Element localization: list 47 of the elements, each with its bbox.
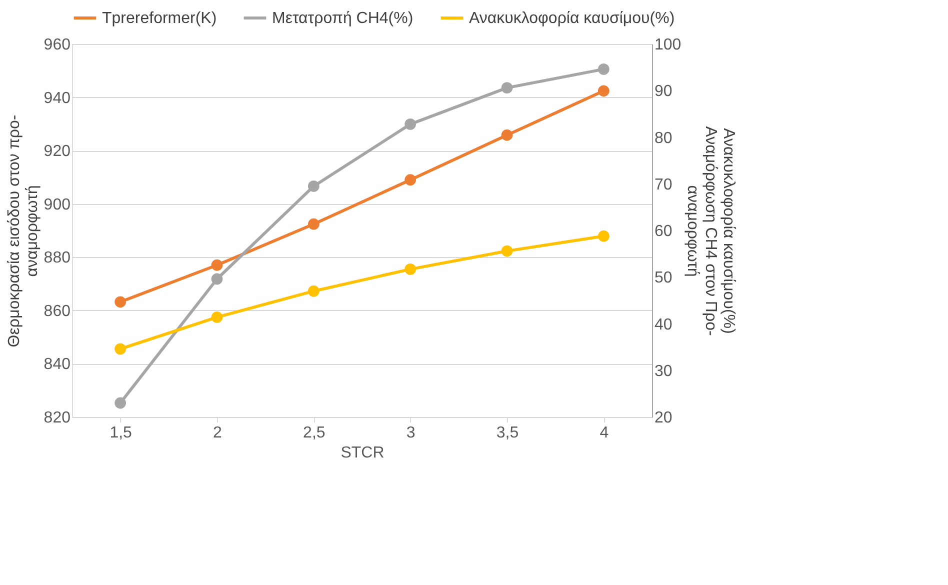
point — [114, 296, 126, 308]
point — [598, 63, 610, 75]
y2-tick-label: 60 — [654, 223, 672, 240]
x-tick-label: 4 — [600, 424, 609, 442]
x-tick-label: 3 — [406, 424, 416, 442]
point — [308, 218, 320, 230]
point — [501, 129, 513, 141]
point — [501, 245, 513, 257]
point — [211, 312, 223, 323]
y-tick-label: 860 — [44, 302, 71, 320]
point — [114, 397, 126, 409]
y2-tick-label: 20 — [654, 410, 672, 426]
y2-tick-label: 90 — [654, 83, 672, 100]
y-tick-label: 920 — [44, 143, 71, 160]
y-tick-label: 880 — [44, 250, 71, 267]
y-tick-label: 940 — [44, 90, 71, 107]
y2-tick-label: 40 — [654, 316, 672, 334]
point — [404, 264, 416, 275]
point — [211, 273, 223, 285]
y-tick-label: 820 — [44, 410, 71, 426]
y2-axis-title: Ανακυκλοφορία καυσίμου(%) Αναμόρφωση CH4 στον Προ- αναμορφωτή — [684, 126, 738, 336]
y2-tick-label: 80 — [654, 130, 672, 147]
legend-label: Μετατροπή CH4(%) — [272, 10, 414, 27]
x-tick-label: 2,5 — [303, 424, 326, 442]
point — [114, 343, 126, 355]
y-tick-label: 960 — [44, 36, 71, 54]
point — [598, 85, 610, 97]
y-axis-title: Θερμοκρασία εισόδου στον προ- αναμορφωτή — [6, 114, 41, 348]
x-tick-label: 1,5 — [110, 424, 132, 442]
point — [308, 180, 320, 192]
legend-label: Tprereformer(K) — [102, 10, 217, 27]
x-tick-label: 3,5 — [496, 424, 519, 442]
y2-tick-label: 100 — [654, 36, 682, 54]
point — [404, 174, 416, 186]
x-axis-title: STCR — [340, 444, 384, 462]
y2-tick-label: 70 — [654, 176, 672, 194]
point — [598, 230, 610, 242]
point — [211, 259, 223, 271]
x-tick-label: 2 — [213, 424, 222, 442]
point — [501, 82, 513, 94]
y2-tick-label: 30 — [654, 362, 672, 380]
y-tick-label: 900 — [44, 196, 71, 214]
y2-tick-label: 50 — [654, 270, 672, 287]
point — [308, 285, 320, 297]
y-tick-label: 840 — [44, 356, 71, 374]
legend-label: Ανακυκλοφορία καυσίμου(%) — [469, 10, 675, 27]
point — [404, 118, 416, 130]
